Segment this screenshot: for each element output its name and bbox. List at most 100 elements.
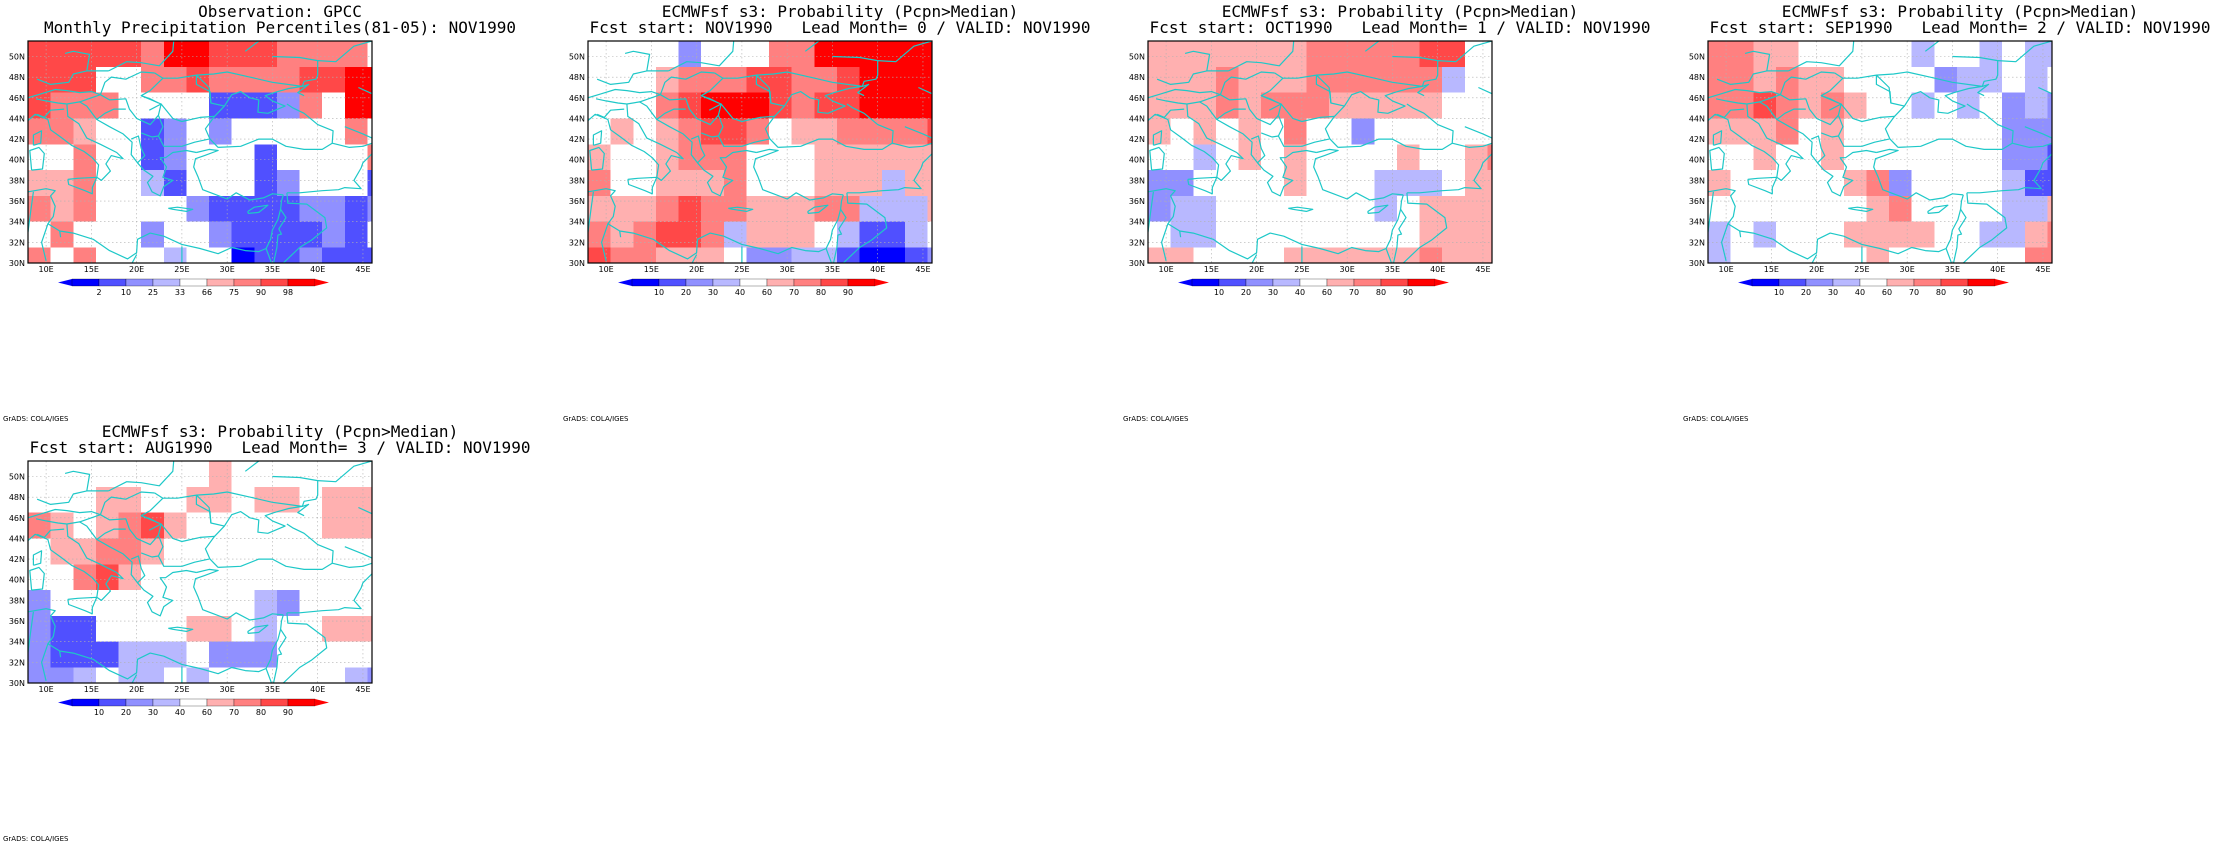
y-tick-label: 42N — [9, 555, 25, 564]
heatmap-cell — [1374, 195, 1397, 222]
coastline — [690, 135, 706, 164]
heatmap-cell — [1753, 195, 1776, 222]
heatmap-cell — [322, 66, 345, 93]
heatmap-cell — [276, 118, 300, 145]
colorbar-swatch — [206, 278, 235, 287]
coastline — [1884, 83, 1990, 148]
heatmap-cell — [163, 221, 187, 248]
heatmap-cell — [1283, 195, 1307, 222]
heatmap-cell — [1708, 92, 1731, 119]
heatmap-cell — [1753, 170, 1776, 196]
coastline — [1716, 108, 1745, 118]
x-tick-label: 25E — [1294, 265, 1309, 274]
coastline — [1250, 135, 1266, 164]
heatmap-cell — [1442, 66, 1465, 93]
heatmap-cell — [791, 41, 815, 67]
coastline — [596, 70, 669, 85]
heatmap-cell — [28, 461, 51, 487]
colorbar-label: 60 — [762, 288, 772, 297]
coastline — [1708, 188, 1947, 260]
coastline — [656, 108, 686, 120]
y-tick-label: 40N — [1689, 156, 1705, 165]
colorbar-swatch — [739, 278, 768, 287]
heatmap-cell — [254, 66, 277, 93]
plot-frame — [27, 460, 373, 684]
heatmap-cell — [610, 66, 634, 93]
heatmap-cell — [904, 144, 928, 171]
heatmap-cell — [2047, 66, 2052, 93]
x-tick-label: 40E — [310, 265, 325, 274]
coastline — [1437, 41, 1492, 63]
coastline — [1708, 191, 1714, 233]
heatmap-cell — [588, 247, 611, 263]
y-tick-label: 50N — [9, 52, 25, 61]
heatmap-cell — [927, 41, 932, 67]
heatmap-cell — [163, 144, 187, 171]
colorbar-label: 90 — [256, 288, 266, 297]
y-tick-label: 40N — [9, 156, 25, 165]
x-tick-label: 15E — [644, 265, 659, 274]
heatmap-cell — [1351, 92, 1375, 119]
heatmap-cell — [367, 512, 372, 539]
x-tick-label: 35E — [1945, 265, 1960, 274]
heatmap-cell — [1306, 118, 1330, 145]
heatmap-cell — [209, 641, 232, 668]
heatmap-cell — [2002, 144, 2025, 171]
heatmap-cell — [1979, 170, 2003, 196]
coastline — [1277, 115, 1330, 147]
colorbar-swatch — [260, 698, 289, 707]
heatmap-cell — [1215, 170, 1239, 196]
heatmap-cell — [588, 144, 611, 171]
coastline — [28, 188, 267, 260]
heatmap-cell — [118, 590, 142, 616]
heatmap-cell — [231, 66, 255, 93]
x-tick-label: 30E — [220, 685, 235, 694]
heatmap-cell — [1351, 195, 1375, 222]
heatmap-cell — [633, 195, 656, 222]
coastline — [36, 528, 65, 538]
heatmap-cell — [746, 247, 770, 263]
coastline — [1952, 208, 1967, 263]
heatmap-cell — [723, 92, 747, 119]
precip-map: 10E 15E 20E 25E 30E 35E 40E 45E 50N 48N 46N 44N 42N 4… — [9, 40, 373, 297]
heatmap-cell — [927, 144, 932, 171]
panel-title: ECMWFsf s3: Probability (Pcpn>Median) — [101, 422, 459, 441]
coastline — [1716, 70, 1789, 85]
heatmap-cell — [118, 66, 142, 93]
heatmap-cell — [1261, 144, 1284, 171]
colorbar-swatch — [1407, 278, 1436, 287]
coastline — [193, 148, 284, 201]
coastlines — [1148, 41, 1492, 263]
colorbar-label: 60 — [1322, 288, 1332, 297]
panel-subtitle: Fcst start: NOV1990 Lead Month= 0 / VALI… — [589, 18, 1091, 37]
heatmap-cell — [1798, 92, 1822, 119]
coastline — [204, 83, 310, 148]
heatmap-cell — [299, 195, 323, 222]
heatmap-cell — [1442, 92, 1465, 119]
heatmap-cell — [1798, 170, 1822, 196]
x-tick-label: 20E — [1249, 265, 1264, 274]
heatmap-cell — [588, 221, 611, 248]
heatmap-cell — [118, 512, 142, 539]
coastline — [1708, 88, 1781, 99]
heatmap-cell — [231, 41, 255, 67]
colorbar-label: 2 — [96, 288, 101, 297]
heatmap-cell — [209, 118, 232, 145]
heatmap-cell — [1956, 195, 1980, 222]
coastline — [131, 674, 138, 683]
heatmap-cell — [141, 247, 164, 263]
heatmap-cell — [1170, 170, 1194, 196]
heatmap-cell — [1329, 221, 1352, 248]
x-tick-label: 25E — [174, 685, 189, 694]
heatmap-cell — [769, 170, 792, 196]
heatmap-cell — [1708, 195, 1731, 222]
heatmap-cell — [254, 590, 277, 616]
heatmap-cell — [678, 144, 702, 171]
heatmap-cell — [186, 590, 210, 616]
coastline — [1776, 108, 1806, 120]
heatmap-cell — [73, 221, 96, 248]
heatmap-cell — [1979, 118, 2003, 145]
coastline — [1315, 75, 1332, 104]
heatmap-cell — [186, 461, 210, 487]
heatmap-cell — [882, 92, 905, 119]
